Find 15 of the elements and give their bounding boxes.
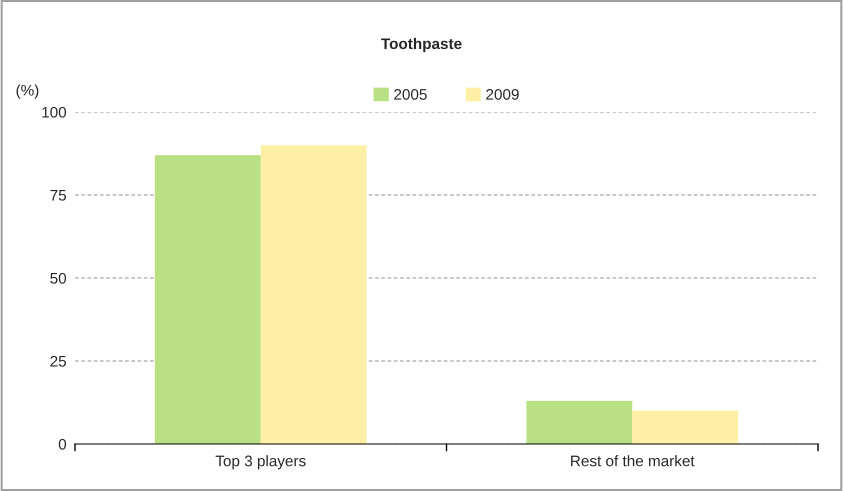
y-axis-title: (%) [16, 84, 38, 99]
legend-label: 2005 [394, 88, 427, 100]
x-tick-label: Top 3 players [216, 455, 306, 470]
legend-label: 2009 [486, 88, 519, 100]
bar [526, 400, 632, 444]
y-tick-label: 75 [50, 190, 66, 201]
bar [154, 155, 261, 444]
y-tick-label: 25 [50, 356, 66, 367]
x-tick-label: Rest of the market [571, 455, 695, 466]
chart-title: Toothpaste [381, 38, 462, 52]
y-tick-label: 50 [50, 272, 66, 284]
y-tick-label: 100 [42, 106, 66, 118]
bar [632, 410, 738, 444]
y-tick-label: 0 [58, 438, 66, 450]
bar [260, 145, 367, 444]
